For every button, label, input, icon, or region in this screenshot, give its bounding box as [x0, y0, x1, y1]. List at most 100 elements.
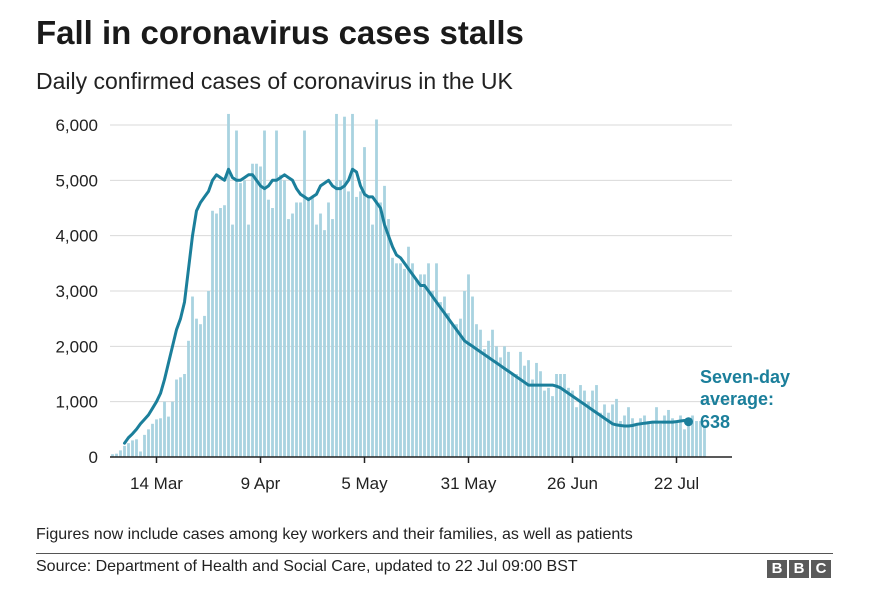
bar [171, 401, 174, 457]
bar [207, 291, 210, 457]
bar [395, 263, 398, 457]
x-tick-label: 26 Jun [547, 474, 598, 493]
bar [511, 374, 514, 457]
x-tick-label: 14 Mar [130, 474, 183, 493]
bar [531, 379, 534, 457]
bar [223, 205, 226, 457]
bar [491, 329, 494, 457]
footnote: Figures now include cases among key work… [36, 526, 633, 543]
bar [123, 445, 126, 457]
bar [159, 418, 162, 457]
bar [115, 453, 118, 457]
bar [235, 130, 238, 458]
seven-day-average-line [123, 167, 690, 445]
bar [239, 183, 242, 457]
bar [199, 324, 202, 457]
bar [191, 296, 194, 457]
bar [251, 163, 254, 457]
bar [495, 346, 498, 457]
bar [519, 351, 522, 457]
bar [143, 434, 146, 457]
bar [167, 416, 170, 457]
bar [407, 246, 410, 457]
bar [179, 377, 182, 457]
bar [551, 396, 554, 457]
bar [651, 421, 654, 457]
chart-title: Fall in coronavirus cases stalls [36, 14, 524, 51]
bar [303, 130, 306, 458]
bar [127, 443, 130, 457]
logo-letter: B [789, 560, 809, 578]
axes: 0 1,000 2,000 3,000 4,000 5,000 6,000 14 Mar 9 A… [55, 116, 732, 493]
bar [555, 374, 558, 457]
bar [339, 180, 342, 458]
bar [231, 224, 234, 457]
bar [327, 202, 330, 457]
bar [467, 274, 470, 457]
bar [151, 423, 154, 457]
bar [135, 439, 138, 457]
bar [371, 224, 374, 457]
x-tick-label: 9 Apr [241, 474, 281, 493]
bar [523, 365, 526, 457]
bar [483, 349, 486, 457]
bar [355, 196, 358, 457]
bar [131, 440, 134, 457]
x-tick-label: 5 May [341, 474, 388, 493]
bar [479, 329, 482, 457]
bar [263, 130, 266, 458]
bar [243, 180, 246, 458]
y-tick-label: 6,000 [55, 116, 98, 135]
bar [435, 263, 438, 457]
bar [675, 422, 678, 457]
bar [155, 419, 158, 457]
y-tick-label: 3,000 [55, 282, 98, 301]
bar [147, 429, 150, 457]
bbc-logo: B B C [767, 560, 831, 578]
bar [635, 423, 638, 457]
bar [323, 230, 326, 457]
bar [379, 202, 382, 457]
bar [599, 412, 602, 457]
bar [423, 274, 426, 457]
y-tick-label: 1,000 [55, 393, 98, 412]
y-tick-label: 4,000 [55, 227, 98, 246]
bar [507, 351, 510, 457]
bar [631, 418, 634, 457]
bar [351, 113, 354, 457]
bar [503, 346, 506, 457]
bar [595, 385, 598, 457]
bar [455, 324, 458, 457]
bar [287, 219, 290, 457]
bar [335, 113, 338, 457]
bar [383, 185, 386, 457]
bar [427, 263, 430, 457]
annotation: Seven-day average: 638 [700, 367, 790, 432]
bar [515, 374, 518, 457]
chart-subtitle: Daily confirmed cases of coronavirus in … [36, 68, 513, 94]
bar [643, 415, 646, 457]
bar [679, 415, 682, 457]
bar [591, 390, 594, 457]
bar [399, 263, 402, 457]
bar [459, 318, 462, 457]
bar [247, 224, 250, 457]
annotation-value: 638 [700, 412, 730, 432]
bar [295, 202, 298, 457]
divider [36, 553, 833, 554]
bar [415, 279, 418, 457]
bar [283, 180, 286, 458]
bar [691, 415, 694, 457]
bar [527, 360, 530, 457]
bar [603, 404, 606, 457]
bar [663, 415, 666, 457]
bar [359, 191, 362, 457]
logo-letter: C [811, 560, 831, 578]
bar [279, 174, 282, 458]
bar [611, 404, 614, 457]
bar [347, 191, 350, 457]
bar [451, 324, 454, 457]
chart-svg: 0 1,000 2,000 3,000 4,000 5,000 6,000 14 Mar 9 A… [55, 113, 790, 493]
bar [299, 202, 302, 457]
bar [375, 119, 378, 457]
